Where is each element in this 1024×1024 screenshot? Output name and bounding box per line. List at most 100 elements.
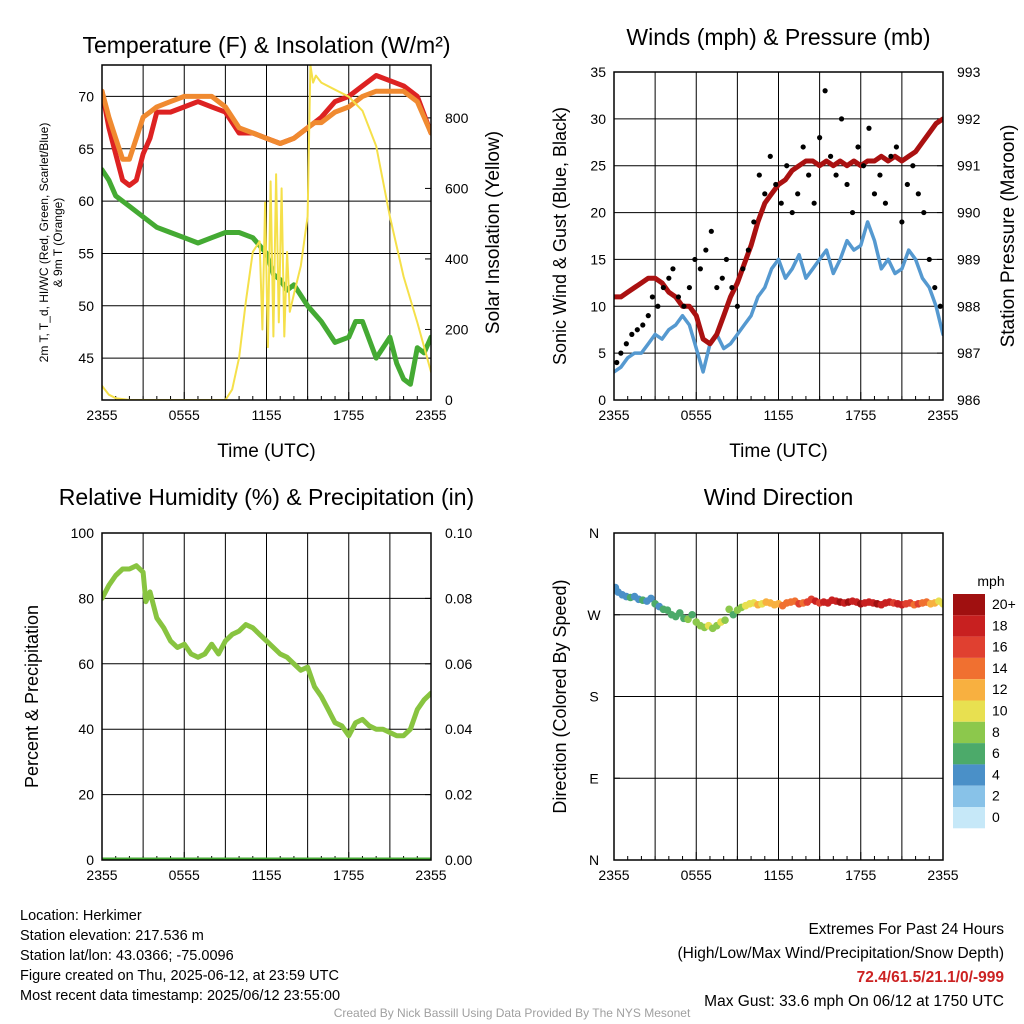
y-tick-label: 35	[590, 64, 606, 80]
gust-point	[675, 294, 682, 300]
gust-point	[910, 163, 916, 169]
x-tick-label: 1755	[845, 407, 876, 423]
station-latlon: Station lat/lon: 43.0366; -75.0096	[20, 948, 234, 964]
colorbar-swatch	[953, 764, 985, 786]
y-tick-label: N	[589, 525, 599, 541]
y2-tick-label: 990	[957, 205, 981, 221]
gust-point	[645, 313, 651, 319]
y2-tick-label: 992	[957, 111, 981, 127]
colorbar-label: 12	[992, 681, 1008, 697]
colorbar-label: 4	[992, 766, 1000, 782]
colorbar-swatch	[953, 721, 985, 744]
x-tick-label: 1755	[333, 407, 364, 423]
gust-point	[855, 144, 861, 150]
x-tick-label: 2355	[415, 867, 446, 883]
gust-point	[882, 200, 889, 206]
gust-point	[784, 163, 790, 169]
x-tick-label: 2355	[415, 407, 446, 423]
chart-panel-3	[101, 532, 432, 861]
y-tick-label: 70	[78, 88, 94, 104]
colorbar-label: 10	[992, 703, 1008, 719]
y2-tick-label: 987	[957, 345, 981, 361]
gust-point	[937, 303, 943, 309]
y-tick-label: 60	[78, 193, 94, 209]
figure-created: Figure created on Thu, 2025-06-12, at 23…	[20, 968, 339, 984]
colorbar-swatch	[953, 657, 985, 680]
recent-timestamp: Most recent data timestamp: 2025/06/12 2…	[20, 988, 341, 1004]
y2-tick-label: 986	[957, 392, 981, 408]
chart-panel-4	[613, 532, 985, 861]
colorbar-swatch	[953, 785, 985, 807]
y-tick-label: 20	[590, 205, 606, 221]
gust-point	[827, 153, 834, 159]
y2-tick-label: 0.04	[445, 721, 472, 737]
y-tick-label: 55	[78, 245, 94, 261]
gust-point	[926, 256, 932, 263]
y2-axis-label: Solar Insolation (Yellow)	[483, 131, 504, 334]
y2-tick-label: 991	[957, 158, 981, 174]
y-tick-label: 15	[590, 251, 606, 267]
y-tick-label: 100	[71, 525, 95, 541]
colorbar-swatch	[953, 636, 985, 658]
x-tick-label: 2355	[927, 407, 958, 423]
extremes-title: Extremes For Past 24 Hours	[808, 921, 1004, 938]
gust-point	[822, 88, 828, 94]
y2-tick-label: 0.10	[445, 525, 472, 541]
colorbar-swatch	[953, 807, 985, 829]
gust-point	[767, 153, 773, 159]
colorbar-label: 2	[992, 788, 1000, 804]
y-tick-label: 65	[78, 141, 94, 157]
gust-point	[634, 327, 640, 333]
gust-point	[618, 350, 624, 356]
gust-point	[729, 284, 735, 291]
gust-point	[649, 294, 655, 300]
gust-point	[692, 256, 698, 263]
direction-point	[939, 600, 943, 608]
y-tick-label: S	[589, 689, 598, 705]
y-axis-label-line2: & 9m T (Orange)	[51, 198, 65, 288]
gust-point	[899, 219, 905, 225]
plot-frame	[101, 532, 432, 861]
colorbar-label: 20+	[992, 596, 1016, 612]
y-tick-label: E	[589, 770, 598, 786]
y-tick-label: 25	[590, 158, 606, 174]
gust-point	[629, 331, 635, 337]
extremes-subtitle: (High/Low/Max Wind/Precipitation/Snow De…	[677, 945, 1005, 962]
y2-tick-label: 0.08	[445, 590, 472, 606]
x-tick-label: 0555	[169, 407, 200, 423]
colorbar-label: 8	[992, 724, 1000, 740]
series-line-4	[102, 167, 431, 387]
gust-point	[719, 275, 725, 281]
gust-point	[877, 172, 883, 178]
gust-point	[888, 153, 894, 159]
gust-point	[932, 284, 938, 291]
plot-frame	[613, 71, 944, 401]
gust-point	[833, 172, 839, 178]
y-tick-label: 45	[78, 350, 94, 366]
colorbar-label: 0	[992, 809, 1000, 825]
gust-point	[921, 209, 927, 216]
gust-point	[795, 191, 801, 197]
colorbar-swatch	[953, 743, 985, 765]
x-tick-label: 0555	[169, 867, 200, 883]
plot-area	[614, 583, 943, 633]
y-axis-label: Sonic Wind & Gust (Blue, Black)	[550, 107, 570, 365]
x-tick-label: 0555	[681, 867, 712, 883]
chart-panel-1	[101, 64, 432, 401]
credit-line: Created By Nick Bassill Using Data Provi…	[333, 1006, 691, 1020]
gust-point	[660, 284, 666, 291]
gust-point	[640, 322, 646, 328]
y2-tick-label: 0.06	[445, 656, 472, 672]
gust-point	[756, 172, 762, 178]
plot-frame	[101, 64, 432, 401]
chart-title: Winds (mph) & Pressure (mb)	[626, 24, 930, 50]
y2-tick-label: 800	[445, 110, 469, 126]
gust-point	[670, 266, 676, 272]
series-line-2	[614, 116, 943, 347]
gust-point	[844, 181, 850, 188]
colorbar-swatch	[953, 679, 985, 701]
extremes-info: Extremes For Past 24 Hours (High/Low/Max…	[678, 918, 1005, 1014]
gust-point	[614, 359, 620, 366]
plot-area	[614, 88, 943, 374]
